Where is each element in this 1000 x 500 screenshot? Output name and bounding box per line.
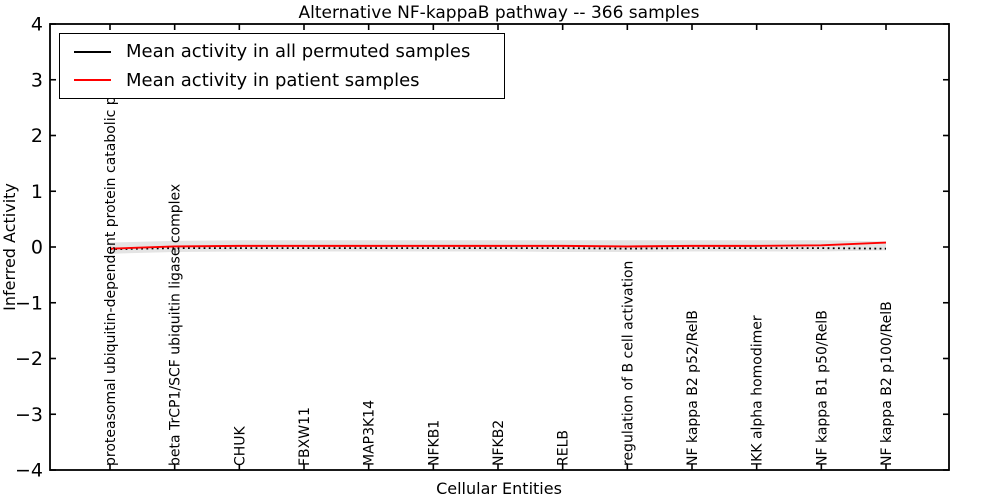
x-tick-label: RELB	[556, 430, 572, 466]
x-tick-label: beta TrCP1/SCF ubiquitin ligase complex	[168, 184, 184, 466]
patient-series-line	[109, 241, 887, 250]
x-tick-label: NFKB2	[491, 420, 507, 466]
x-tick-label: NF kappa B2 p52/RelB	[685, 310, 701, 466]
x-tick-label: NF kappa B2 p100/RelB	[879, 301, 895, 466]
y-tick-label: −3	[15, 404, 43, 426]
x-tick-label: NF kappa B1 p50/RelB	[814, 310, 830, 466]
legend: Mean activity in all permuted samples Me…	[59, 33, 505, 99]
legend-label-patient: Mean activity in patient samples	[126, 69, 420, 91]
plot-layer: proteasomal ubiquitin-dependent protein …	[15, 14, 950, 482]
x-tick-label: proteasomal ubiquitin-dependent protein …	[103, 51, 119, 466]
y-tick-label: 0	[31, 237, 43, 259]
legend-label-permuted: Mean activity in all permuted samples	[126, 41, 471, 63]
x-tick-label: FBXW11	[297, 407, 313, 466]
y-axis-label: Inferred Activity	[0, 183, 19, 311]
y-tick-label: −1	[15, 292, 43, 314]
x-tick-label: IKK alpha homodimer	[750, 315, 766, 466]
spread-band	[110, 240, 886, 254]
y-tick-label: 4	[31, 14, 43, 36]
legend-item-permuted: Mean activity in all permuted samples	[60, 41, 504, 62]
chart-title: Alternative NF-kappaB pathway -- 366 sam…	[299, 3, 700, 23]
y-tick-label: 2	[31, 125, 43, 147]
x-tick-label: NFKB1	[426, 420, 442, 466]
y-tick-label: −4	[15, 460, 43, 482]
x-tick-label: regulation of B cell activation	[620, 261, 636, 466]
x-tick-label: CHUK	[232, 425, 248, 466]
y-tick-label: −2	[15, 348, 43, 370]
y-tick-label: 1	[31, 181, 43, 203]
x-tick-label: MAP3K14	[362, 400, 378, 466]
y-tick-label: 3	[31, 69, 43, 91]
patient-line-swatch	[74, 79, 111, 82]
legend-item-patient: Mean activity in patient samples	[60, 70, 504, 91]
permuted-line-swatch	[74, 50, 111, 53]
x-axis-label: Cellular Entities	[436, 479, 562, 498]
